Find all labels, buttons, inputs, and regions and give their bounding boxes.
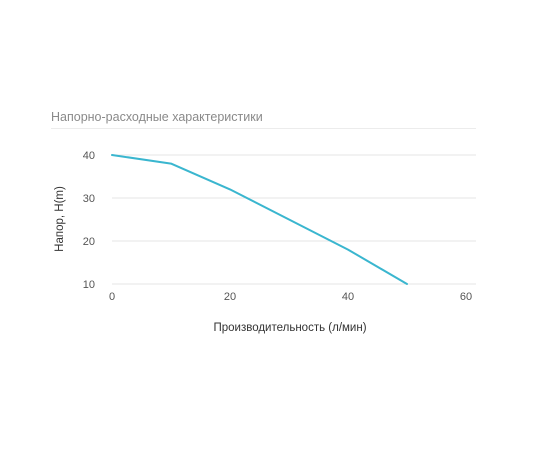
x-tick-label: 20	[224, 291, 236, 303]
y-axis-title: Напор, H(m)	[54, 186, 66, 252]
y-tick-label: 30	[83, 193, 95, 205]
x-tick-label: 0	[109, 291, 115, 303]
y-axis-ticks: 10 20 30 40	[83, 150, 95, 291]
series-line-1	[111, 154, 408, 285]
gridlines	[112, 154, 476, 285]
y-tick-label: 10	[83, 279, 95, 291]
x-axis-title: Производительность (л/мин)	[213, 322, 366, 334]
x-tick-label: 60	[460, 291, 472, 303]
title-divider	[51, 128, 476, 129]
y-tick-label: 20	[83, 236, 95, 248]
x-axis-ticks: 0 20 40 60	[109, 291, 472, 303]
x-tick-label: 40	[342, 291, 354, 303]
chart-title: Напорно-расходные характеристики	[51, 110, 263, 124]
series-group	[111, 154, 408, 285]
y-tick-label: 40	[83, 150, 95, 162]
